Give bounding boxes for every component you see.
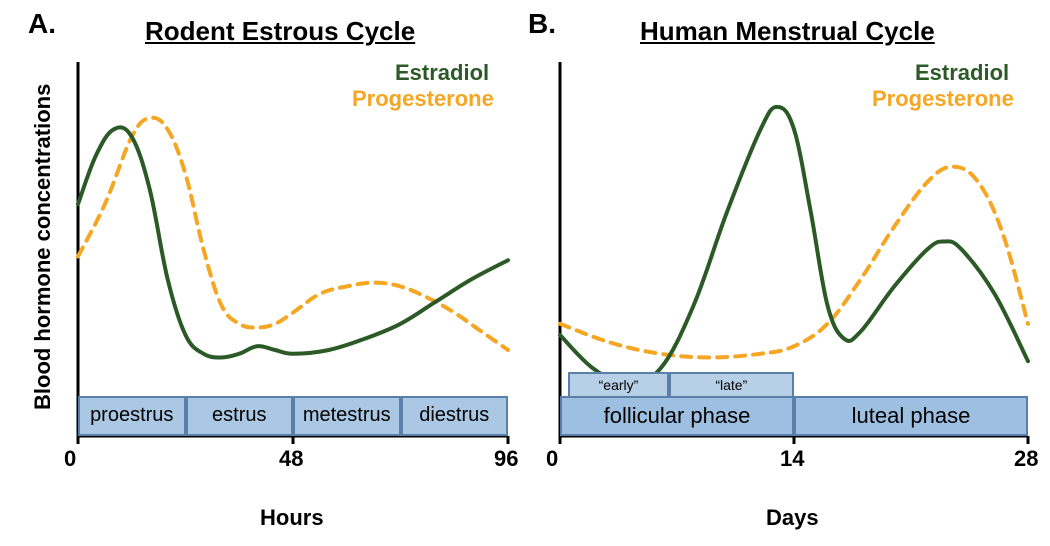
b-progesterone-line [560, 167, 1028, 358]
y-axis-label: Blood hormone concentrations [30, 84, 56, 410]
panel-b-xaxis-label: Days [766, 505, 819, 531]
phase-label: diestrus [401, 404, 509, 427]
xtick-label: 0 [64, 446, 76, 472]
panel-a-title: Rodent Estrous Cycle [145, 16, 415, 47]
panel-a-plot [78, 62, 508, 436]
phase-label: proestrus [78, 404, 186, 427]
xtick-label: 96 [494, 446, 518, 472]
panel-b-label: B. [528, 8, 556, 40]
phase-label-main: luteal phase [794, 403, 1028, 429]
a-progesterone-line [78, 118, 508, 350]
xtick-label: 48 [279, 446, 303, 472]
xtick-label: 0 [546, 446, 558, 472]
phase-label-sub: “late” [669, 377, 794, 393]
b-estradiol-line [560, 107, 1028, 384]
panel-b-title: Human Menstrual Cycle [640, 16, 935, 47]
phase-label: estrus [186, 404, 294, 427]
phase-label: metestrus [293, 404, 401, 427]
panel-a-label: A. [28, 8, 56, 40]
figure: Blood hormone concentrations A. Rodent E… [0, 0, 1050, 546]
phase-label-main: follicular phase [560, 403, 794, 429]
panel-a-xaxis-label: Hours [260, 505, 324, 531]
phase-label-sub: “early” [568, 377, 668, 393]
xtick-label: 28 [1014, 446, 1038, 472]
a-estradiol-line [78, 127, 508, 357]
xtick-label: 14 [780, 446, 804, 472]
